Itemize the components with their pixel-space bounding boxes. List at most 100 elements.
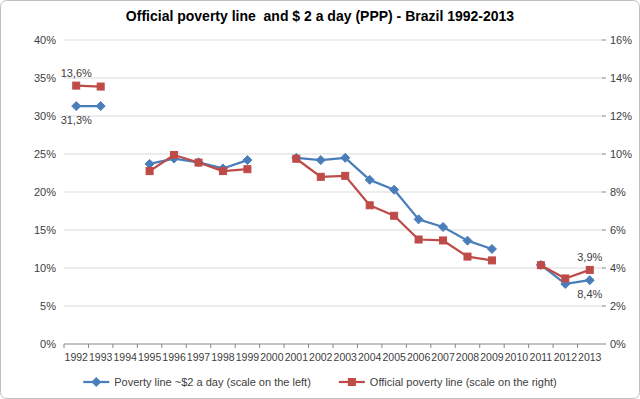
legend-item: Official poverty line (scale on the righ… [339, 376, 557, 388]
marker [97, 83, 104, 90]
marker [317, 173, 324, 180]
grid-line [64, 192, 602, 193]
y2-tick-label: 10% [610, 148, 632, 160]
x-tick-label: 1999 [236, 351, 260, 363]
marker [244, 166, 251, 173]
x-tick-label: 2006 [407, 351, 431, 363]
plot-area [72, 82, 595, 288]
marker [586, 266, 593, 273]
y2-tick-label: 6% [610, 224, 626, 236]
x-tick-label: 1996 [162, 351, 186, 363]
y2-tick-label: 16% [610, 34, 632, 46]
x-tick-label: 2001 [285, 351, 309, 363]
x-tick-label: 2010 [505, 351, 529, 363]
marker [219, 168, 226, 175]
x-tick [186, 344, 187, 348]
x-tick-label: 1993 [89, 351, 113, 363]
x-tick [259, 344, 260, 348]
y-tick-label: 5% [40, 300, 56, 312]
y-tick-label: 35% [34, 72, 56, 84]
marker [72, 102, 81, 111]
series-line [76, 86, 590, 279]
marker [195, 159, 202, 166]
data-label: 3,9% [577, 251, 602, 263]
series-line [76, 106, 590, 284]
marker [536, 260, 545, 269]
data-label: 31,3% [61, 114, 92, 126]
x-tick-label: 2013 [578, 351, 602, 363]
y-tick-label: 40% [34, 34, 56, 46]
x-tick-label: 2004 [358, 351, 382, 363]
chart-frame [1, 1, 640, 399]
y2-tick [602, 154, 606, 155]
marker [365, 175, 374, 184]
x-tick [88, 344, 89, 348]
marker [390, 185, 399, 194]
marker [487, 245, 496, 254]
x-tick [235, 344, 236, 348]
marker [439, 222, 448, 231]
x-tick [553, 344, 554, 348]
marker [316, 156, 325, 165]
x-tick [210, 344, 211, 348]
legend-item: Poverty line ~$2 a day (scale on the lef… [83, 376, 311, 388]
grid-line [64, 268, 602, 269]
x-tick-label: 2011 [530, 351, 553, 363]
marker [537, 262, 544, 269]
y-tick-label: 25% [34, 148, 56, 160]
y2-tick [602, 344, 606, 345]
y2-tick [602, 192, 606, 193]
legend-label: Official poverty line (scale on the righ… [370, 376, 557, 388]
chart: Official poverty line and $ 2 a day (PPP… [0, 0, 640, 399]
marker [342, 172, 349, 179]
x-tick-label: 2002 [309, 351, 333, 363]
y2-tick [602, 116, 606, 117]
x-tick-label: 2009 [480, 351, 504, 363]
x-tick [479, 344, 480, 348]
marker [194, 158, 203, 167]
x-tick [357, 344, 358, 348]
y2-tick [602, 268, 606, 269]
grid-line [64, 116, 602, 117]
grid-line [64, 40, 602, 41]
x-tick [161, 344, 162, 348]
x-tick [137, 344, 138, 348]
legend-marker [348, 379, 355, 386]
x-tick [308, 344, 309, 348]
y-tick-label: 10% [34, 262, 56, 274]
x-tick [406, 344, 407, 348]
x-tick-label: 1992 [65, 351, 89, 363]
y-tick-label: 20% [34, 186, 56, 198]
x-tick-label: 1997 [187, 351, 211, 363]
x-tick-label: 1998 [211, 351, 235, 363]
marker [96, 102, 105, 111]
x-tick [577, 344, 578, 348]
marker [463, 236, 472, 245]
marker [391, 212, 398, 219]
marker [292, 153, 301, 162]
marker [414, 215, 423, 224]
x-tick-label: 1994 [113, 351, 137, 363]
grid-line [64, 154, 602, 155]
title: Official poverty line and $ 2 a day (PPP… [126, 8, 514, 24]
marker [341, 153, 350, 162]
marker [293, 155, 300, 162]
x-tick-label: 2003 [334, 351, 358, 363]
grid-line [64, 78, 602, 79]
marker [488, 257, 495, 264]
x-tick [504, 344, 505, 348]
x-tick [455, 344, 456, 348]
marker [171, 151, 178, 158]
y2-tick-label: 0% [610, 338, 626, 350]
x-tick [112, 344, 113, 348]
y2-tick-label: 12% [610, 110, 632, 122]
x-tick-label: 1995 [138, 351, 162, 363]
marker [73, 82, 80, 89]
marker [415, 236, 422, 243]
grid-line [64, 230, 602, 231]
data-label: 8,4% [577, 288, 602, 300]
marker [243, 156, 252, 165]
x-tick-label: 2000 [260, 351, 284, 363]
legend: Poverty line ~$2 a day (scale on the lef… [83, 376, 556, 388]
marker [464, 253, 471, 260]
